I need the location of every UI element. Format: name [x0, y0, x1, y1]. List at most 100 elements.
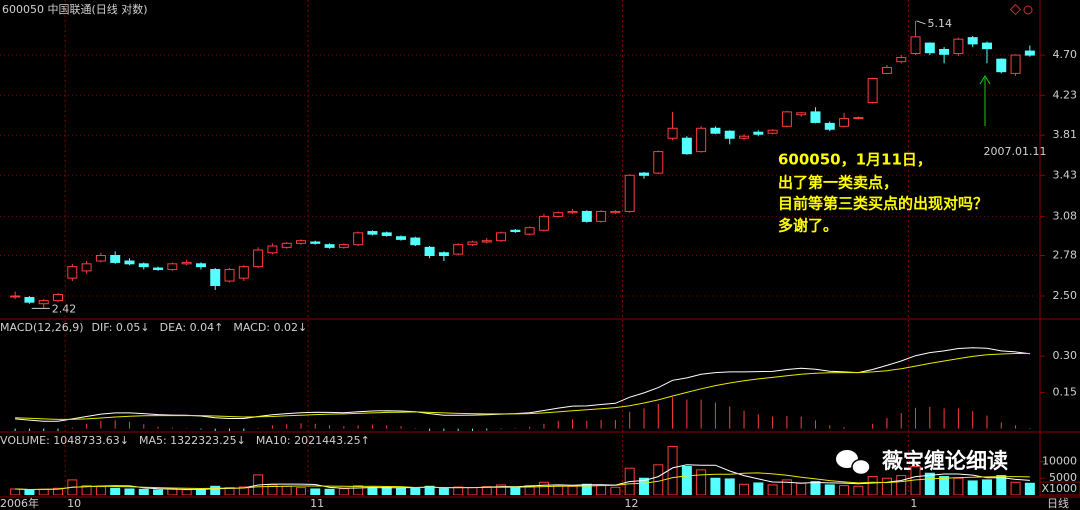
note-line: 600050，1月11日，: [778, 151, 932, 169]
volume-bar: [596, 484, 607, 495]
volume-bar: [824, 484, 835, 495]
indicator-line: [15, 472, 1030, 491]
y-tick-label: 2.50: [1053, 289, 1078, 302]
volume-bar: [853, 485, 864, 495]
candle-body: [653, 151, 664, 174]
plot-area: [10, 445, 1035, 495]
candle-body: [810, 111, 821, 123]
volume-bar: [424, 485, 435, 495]
volume-bar: [138, 488, 149, 495]
volume-bar: [753, 482, 764, 495]
candle-body: [624, 174, 635, 212]
candle-body: [924, 42, 935, 54]
x-tick-label: 2006年: [0, 496, 39, 510]
icon[interactable]: [1009, 3, 1022, 16]
candle-body: [367, 231, 378, 235]
volume-bar: [867, 476, 878, 495]
icon[interactable]: [1023, 5, 1033, 15]
volume-bar: [996, 475, 1007, 495]
plot-area: [14, 347, 1031, 431]
volume-bar: [167, 488, 178, 495]
candle-body: [781, 111, 792, 127]
annotation-arrow: [979, 75, 991, 85]
note-line: 目前等第三类买点的出现对吗？: [778, 195, 988, 213]
volume-bar: [124, 488, 135, 495]
candle-body: [95, 254, 106, 262]
candle-body: [510, 229, 521, 233]
legend-entry: MACD: 0.02↓: [233, 321, 307, 334]
candle-body: [396, 236, 407, 240]
volume-bar: [667, 445, 678, 495]
volume-bar: [1024, 482, 1035, 495]
y-tick-label: 4.23: [1053, 88, 1078, 101]
y-tick-label: 0.15: [1053, 385, 1078, 398]
volume-bar: [610, 486, 621, 495]
candle-body: [381, 232, 392, 236]
volume-bar: [939, 476, 950, 495]
candle-body: [53, 293, 64, 302]
indicator-line: [15, 347, 1030, 422]
candle-body: [281, 242, 292, 248]
candle-body: [38, 300, 49, 305]
unit-label: X1000: [1041, 482, 1077, 495]
volume-bar: [1010, 481, 1021, 495]
note-line: 多谢了。: [778, 217, 838, 235]
volume-bar: [238, 486, 249, 495]
candle-body: [739, 135, 750, 139]
candle-body: [1010, 54, 1021, 74]
candle-body: [67, 266, 78, 279]
legend-entry: VOLUME: 1048733.63↓: [0, 434, 129, 447]
volume-bar: [38, 488, 49, 495]
x-tick-label: 10: [67, 497, 81, 510]
period-label: 日线: [1047, 496, 1069, 510]
legend-entry: DEA: 0.04↑: [160, 321, 224, 334]
volume-bar: [896, 475, 907, 495]
volume-bar: [796, 482, 807, 495]
volume-bar: [110, 487, 121, 495]
candle-body: [253, 249, 264, 268]
annotation: 5.14: [928, 17, 953, 30]
y-tick-label: 0.30: [1053, 349, 1078, 362]
x-tick-label: 1: [910, 497, 917, 510]
candle-body: [167, 263, 178, 270]
x-tick-label: 11: [310, 497, 324, 510]
candle-body: [524, 227, 535, 235]
candle-body: [696, 127, 707, 153]
indicator-title: MACD(12,26,9): [0, 321, 84, 334]
volume-bar: [295, 487, 306, 495]
y-tick-label: 5000: [1049, 471, 1077, 484]
watermark-icon: [836, 450, 871, 476]
volume-bar: [481, 486, 492, 495]
unit-box: [1039, 481, 1080, 496]
volume-bar: [281, 485, 292, 495]
legend-entry: DIF: 0.05↓: [92, 321, 150, 334]
volume-bar: [353, 485, 364, 495]
volume-bar: [10, 488, 21, 495]
candle-body: [581, 210, 592, 222]
candle-body: [410, 237, 421, 246]
candle-body: [424, 246, 435, 256]
candle-body: [10, 295, 21, 298]
volume-bar: [924, 472, 935, 495]
candle-body: [181, 261, 192, 265]
volume-bar: [810, 481, 821, 495]
candle-body: [981, 42, 992, 50]
legend-entry: MA10: 2021443.25↑: [256, 434, 370, 447]
candle-body: [481, 240, 492, 243]
candle-body: [295, 240, 306, 244]
candle-body: [224, 268, 235, 282]
candle-body: [910, 36, 921, 54]
volume-bar: [267, 484, 278, 495]
chart-title: 600050 中国联通(日线 对数): [2, 2, 148, 16]
candle-body: [853, 117, 864, 120]
candle-body: [267, 245, 278, 254]
volume-bar: [438, 488, 449, 495]
candle-body: [324, 244, 335, 248]
volume-bar: [381, 486, 392, 495]
candle-body: [638, 172, 649, 176]
indicator-line: [15, 464, 1030, 491]
volume-bar: [696, 469, 707, 495]
candle-body: [567, 210, 578, 214]
y-tick-label: 10000: [1042, 454, 1077, 467]
candle-body: [667, 127, 678, 139]
